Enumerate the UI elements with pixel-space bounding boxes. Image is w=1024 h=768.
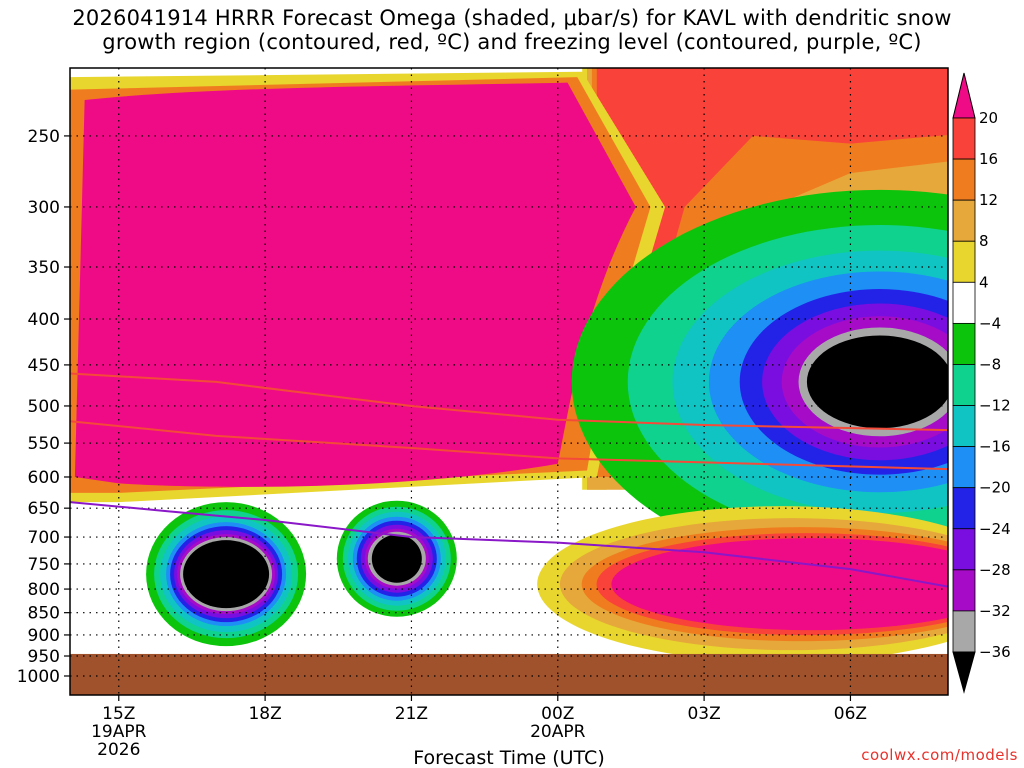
colorbar-label--20: −20 bbox=[979, 479, 1011, 497]
temperature-contours bbox=[70, 372, 948, 588]
x-axis-label: Forecast Time (UTC) bbox=[413, 747, 604, 768]
y-tick-label-500: 500 bbox=[28, 397, 60, 417]
y-tick-label-450: 450 bbox=[28, 356, 60, 376]
omega-band-16 bbox=[596, 68, 948, 451]
colorbar-segment-8 bbox=[952, 405, 976, 448]
x-tick-label-18Z: 18Z bbox=[248, 704, 281, 724]
y-tick-label-650: 650 bbox=[28, 499, 60, 519]
y-tick-label-300: 300 bbox=[28, 198, 60, 218]
colorbar-label--4: −4 bbox=[979, 314, 1001, 332]
grid-lines bbox=[70, 68, 948, 695]
axes: 2503003504004505005506006507007508008509… bbox=[17, 127, 867, 760]
colorbar-segment-12 bbox=[952, 569, 976, 612]
colorbar-segment-4 bbox=[952, 240, 976, 283]
y-tick-label-900: 900 bbox=[28, 626, 60, 646]
y-tick-label-250: 250 bbox=[28, 127, 60, 147]
credit-link[interactable]: coolwx.com/models bbox=[861, 746, 1018, 764]
y-tick-label-950: 950 bbox=[28, 647, 60, 667]
x-tick-label-15Z: 15Z bbox=[102, 704, 135, 724]
x-tick-sublabel-19APR: 19APR bbox=[91, 722, 147, 742]
omega-shading bbox=[70, 68, 948, 695]
colorbar-label--8: −8 bbox=[979, 355, 1001, 373]
omega-low-core2-ring--36 bbox=[371, 534, 422, 583]
colorbar-label-20: 20 bbox=[979, 109, 998, 127]
colorbar-segment-5 bbox=[952, 281, 976, 324]
y-tick-label-350: 350 bbox=[28, 258, 60, 278]
x-tick-sublabel-20APR: 20APR bbox=[530, 722, 586, 742]
omega-mid-ring--36 bbox=[806, 335, 948, 429]
colorbar-segment-7 bbox=[952, 364, 976, 406]
y-tick-label-600: 600 bbox=[28, 468, 60, 488]
x-tick-label-21Z: 21Z bbox=[395, 704, 428, 724]
chart-title-line-1: 2026041914 HRRR Forecast Omega (shaded, … bbox=[72, 6, 952, 30]
colorbar-label-16: 16 bbox=[979, 150, 998, 168]
chart-title: 2026041914 HRRR Forecast Omega (shaded, … bbox=[0, 6, 1024, 54]
colorbar-segment-13 bbox=[952, 610, 976, 653]
freezing-level-contour bbox=[70, 501, 948, 588]
colorbar-segment-10 bbox=[952, 487, 976, 530]
x-tick-label-06Z: 06Z bbox=[834, 704, 867, 724]
dendritic-isotherm--12 bbox=[70, 372, 948, 432]
y-tick-label-400: 400 bbox=[28, 310, 60, 330]
colorbar-segment-9 bbox=[952, 446, 976, 489]
dendritic-isotherm--18 bbox=[70, 420, 948, 471]
omega-upper-core-20 bbox=[74, 82, 636, 487]
x-tick-label-00Z: 00Z bbox=[541, 704, 574, 724]
colorbar-label--12: −12 bbox=[979, 397, 1011, 415]
colorbar-label--16: −16 bbox=[979, 438, 1011, 456]
y-tick-label-700: 700 bbox=[28, 528, 60, 548]
colorbar-segment-11 bbox=[952, 528, 976, 571]
y-tick-label-550: 550 bbox=[28, 434, 60, 454]
plot-frame bbox=[69, 67, 949, 696]
colorbar-label-12: 12 bbox=[979, 191, 998, 209]
below-ground-layer bbox=[70, 653, 948, 695]
colorbar-segment-1 bbox=[952, 117, 976, 160]
colorbar-top-triangle bbox=[952, 72, 976, 119]
colorbar-label--24: −24 bbox=[979, 520, 1011, 538]
y-tick-label-1000: 1000 bbox=[17, 667, 60, 687]
colorbar: 20 16 12 8 4 −4 −8 −12 −16 −20 −24 −28 −32 −36 bbox=[952, 72, 1011, 694]
colorbar-segment-3 bbox=[952, 199, 976, 242]
omega-low-rise-20 bbox=[611, 538, 948, 631]
y-tick-label-800: 800 bbox=[28, 580, 60, 600]
x-tick-label-03Z: 03Z bbox=[687, 704, 720, 724]
x-tick-sublabel-2026: 2026 bbox=[97, 740, 140, 760]
colorbar-label--28: −28 bbox=[979, 561, 1011, 579]
colorbar-label-8: 8 bbox=[979, 232, 989, 250]
y-tick-label-850: 850 bbox=[28, 604, 60, 624]
colorbar-label-4: 4 bbox=[979, 273, 989, 291]
colorbar-label--32: −32 bbox=[979, 602, 1011, 620]
omega-low-core1-ring--36 bbox=[183, 540, 270, 609]
y-tick-label-750: 750 bbox=[28, 555, 60, 575]
colorbar-segment-6 bbox=[952, 322, 976, 365]
chart-title-line-2: growth region (contoured, red, ºC) and f… bbox=[102, 30, 922, 54]
colorbar-label--36: −36 bbox=[979, 643, 1011, 661]
colorbar-segment-2 bbox=[952, 158, 976, 201]
colorbar-bottom-triangle bbox=[952, 651, 976, 694]
